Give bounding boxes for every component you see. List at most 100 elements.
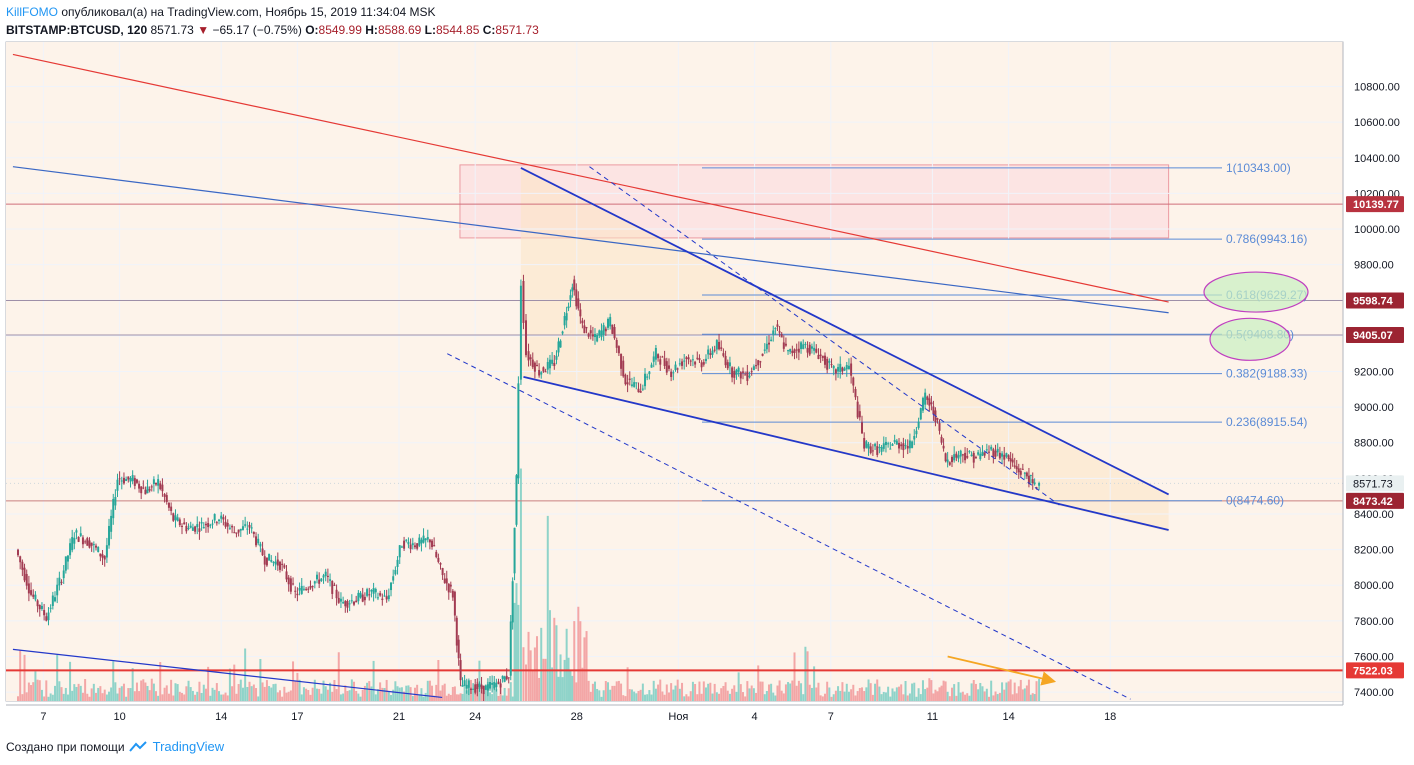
highlight-ellipse-05 bbox=[1209, 317, 1291, 361]
candle-body bbox=[32, 594, 35, 597]
volume-bar bbox=[127, 688, 130, 701]
volume-bar bbox=[715, 692, 718, 701]
price-tag bbox=[1346, 475, 1404, 492]
candle-body bbox=[191, 527, 194, 531]
volume-bar bbox=[268, 686, 271, 701]
candle-body bbox=[315, 574, 318, 580]
volume-bar bbox=[353, 681, 356, 701]
volume-bar bbox=[707, 683, 710, 701]
volume-bar bbox=[176, 684, 179, 701]
volume-bar bbox=[1031, 693, 1034, 701]
candle-body bbox=[861, 422, 864, 434]
candle-body bbox=[148, 489, 151, 491]
volume-bar bbox=[181, 692, 184, 701]
candle-body bbox=[40, 605, 43, 609]
candle-body bbox=[122, 477, 125, 484]
volume-bar bbox=[687, 696, 690, 701]
candle-body bbox=[752, 366, 755, 371]
volume-bar bbox=[676, 679, 679, 701]
candle-body bbox=[486, 684, 489, 691]
volume-bar bbox=[515, 583, 518, 701]
volume-bar bbox=[847, 691, 850, 701]
volume-bar bbox=[252, 684, 255, 701]
volume-bar bbox=[428, 680, 431, 701]
volume-bar bbox=[23, 654, 26, 701]
volume-bar bbox=[522, 647, 525, 701]
author-link[interactable]: KillFOMO bbox=[6, 5, 58, 19]
tradingview-brand[interactable]: TradingView bbox=[152, 739, 225, 754]
price-chart[interactable]: 1(10343.00)0.786(9943.16)0.618(9629.27)0… bbox=[0, 0, 1414, 735]
dashed-channel-line bbox=[447, 353, 1131, 700]
close-label: C: bbox=[482, 23, 496, 37]
volume-bar bbox=[261, 682, 264, 701]
volume-bar bbox=[213, 689, 216, 701]
volume-bar bbox=[19, 650, 22, 701]
candle-body bbox=[246, 528, 249, 530]
volume-bar bbox=[489, 692, 492, 701]
candle-body bbox=[285, 571, 288, 580]
candle-body bbox=[220, 515, 223, 519]
volume-bar bbox=[455, 694, 458, 701]
volume-bar bbox=[313, 679, 316, 701]
volume-bar bbox=[278, 690, 281, 701]
volume-bar bbox=[49, 693, 52, 701]
candle-body bbox=[21, 561, 24, 570]
candle-body bbox=[353, 601, 356, 605]
candle-body bbox=[237, 529, 240, 533]
volume-bar bbox=[748, 688, 751, 701]
candle-body bbox=[250, 527, 253, 529]
price-axis[interactable]: 7400.00 7600.00 7800.00 8000.00 8200.00 8400.… bbox=[1354, 82, 1400, 700]
candle-body bbox=[527, 351, 530, 361]
volume-bar bbox=[724, 682, 727, 701]
volume-bar bbox=[998, 692, 1001, 701]
candle-body bbox=[62, 570, 65, 579]
candle-body bbox=[1019, 471, 1022, 475]
candle-body bbox=[459, 660, 462, 681]
candle-body bbox=[789, 348, 792, 352]
candle-body bbox=[667, 365, 670, 369]
candle-body bbox=[86, 538, 89, 546]
time-axis[interactable]: 7 10 14 17 21 24 28 Ноя 4 7 11 14 18 bbox=[40, 711, 1116, 723]
volume-bar bbox=[661, 691, 664, 701]
volume-bar bbox=[463, 683, 466, 701]
y-tick-label: 8800.00 bbox=[1354, 438, 1394, 450]
volume-bar bbox=[567, 657, 570, 701]
candle-body bbox=[635, 382, 638, 384]
volume-bar bbox=[546, 515, 549, 701]
volume-bar bbox=[646, 694, 649, 701]
volume-bar bbox=[767, 684, 770, 701]
candle-body bbox=[906, 446, 909, 449]
candle-body bbox=[546, 361, 549, 370]
candle-body bbox=[411, 543, 414, 546]
candle-body bbox=[71, 537, 74, 551]
volume-bar bbox=[667, 692, 670, 701]
volume-bar bbox=[733, 685, 736, 701]
volume-bar bbox=[990, 680, 993, 701]
candle-body bbox=[125, 479, 128, 481]
volume-bar bbox=[189, 687, 192, 701]
volume-bar bbox=[761, 681, 764, 701]
volume-bar bbox=[281, 696, 284, 701]
volume-bar bbox=[503, 687, 506, 701]
volume-bar bbox=[804, 646, 807, 701]
volume-bar bbox=[856, 691, 859, 701]
candle-body bbox=[787, 350, 790, 352]
candle-body bbox=[1001, 453, 1004, 457]
volume-bar bbox=[170, 679, 173, 701]
annotations-layer bbox=[947, 271, 1309, 686]
candle-body bbox=[659, 359, 662, 365]
x-tick-label: Ноя bbox=[668, 711, 688, 723]
candle-body bbox=[908, 440, 911, 449]
candle-body bbox=[950, 456, 953, 463]
candle-body bbox=[224, 521, 227, 527]
volume-bar bbox=[902, 694, 905, 701]
candle-body bbox=[150, 486, 153, 488]
candle-body bbox=[713, 349, 716, 351]
volume-bar bbox=[204, 688, 207, 701]
volume-bar bbox=[302, 687, 305, 701]
volume-bar bbox=[472, 689, 475, 701]
candle-body bbox=[575, 289, 578, 307]
candle-body bbox=[911, 441, 914, 448]
volume-bar bbox=[30, 685, 33, 701]
candle-body bbox=[157, 479, 160, 486]
